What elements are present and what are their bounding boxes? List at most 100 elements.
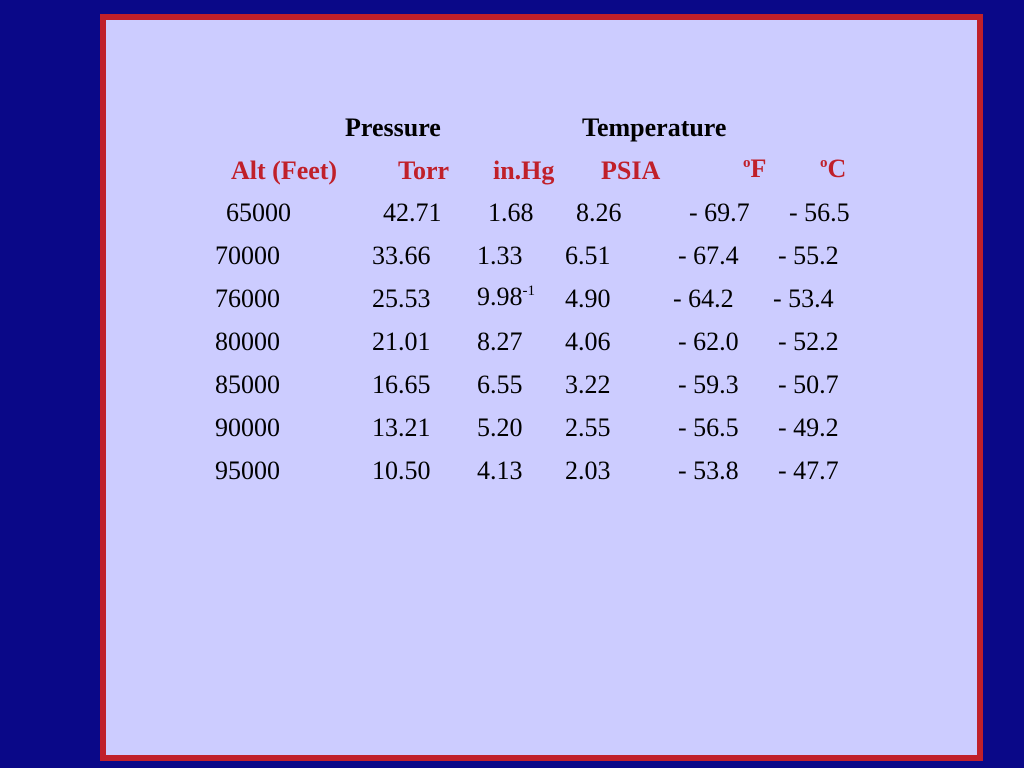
table-cell: 1.68 — [488, 198, 534, 228]
table-cell-text: 25.53 — [372, 284, 431, 313]
table-cell: - 52.2 — [778, 327, 839, 357]
table-cell: - 49.2 — [778, 413, 839, 443]
table-cell-text: - 69.7 — [689, 198, 750, 227]
table-cell: 90000 — [215, 413, 280, 443]
table-cell-text: - 67.4 — [678, 241, 739, 270]
table-cell: 76000 — [215, 284, 280, 314]
column-header-text: in.Hg — [493, 156, 555, 185]
table-cell-superscript: -1 — [522, 283, 536, 299]
table-cell-text: 2.55 — [565, 413, 611, 442]
table-cell-text: 10.50 — [372, 456, 431, 485]
table-cell: 6.55 — [477, 370, 523, 400]
table-cell: 42.71 — [383, 198, 442, 228]
table-cell: 33.66 — [372, 241, 431, 271]
table-cell: 6.51 — [565, 241, 611, 271]
table-cell: 25.53 — [372, 284, 431, 314]
table-cell: - 56.5 — [678, 413, 739, 443]
table-cell: - 50.7 — [778, 370, 839, 400]
table-cell: 16.65 — [372, 370, 431, 400]
table-cell: 65000 — [226, 198, 291, 228]
table-cell-text: 4.90 — [565, 284, 611, 313]
table-cell-text: - 55.2 — [778, 241, 839, 270]
column-header: Torr — [398, 156, 449, 186]
table-cell: 1.33 — [477, 241, 523, 271]
table-cell-text: 8.27 — [477, 327, 523, 356]
table-cell-text: - 52.2 — [778, 327, 839, 356]
table-cell: 2.03 — [565, 456, 611, 486]
table-cell: 9.98-1 — [477, 282, 535, 316]
column-header-superscript: o — [743, 155, 751, 171]
table-cell-text: 4.13 — [477, 456, 523, 485]
table-cell: 4.13 — [477, 456, 523, 486]
table-cell-text: 1.33 — [477, 241, 523, 270]
table-cell: 8.27 — [477, 327, 523, 357]
column-header-text: Alt (Feet) — [231, 156, 338, 185]
column-header: in.Hg — [493, 156, 554, 186]
table-cell-text: 2.03 — [565, 456, 611, 485]
table-cell-text: 6.51 — [565, 241, 611, 270]
table-cell: - 53.4 — [773, 284, 834, 314]
column-header: PSIA — [601, 156, 660, 186]
column-header: oF — [743, 154, 766, 188]
table-cell: 3.22 — [565, 370, 611, 400]
table-cell-text: - 59.3 — [678, 370, 739, 399]
column-header-superscript: o — [820, 155, 828, 171]
table-cell-text: 65000 — [226, 198, 291, 227]
table-cell: 13.21 — [372, 413, 431, 443]
column-header-text: C — [827, 154, 847, 183]
table-cell-text: 9.98 — [477, 282, 523, 311]
table-cell: 70000 — [215, 241, 280, 271]
table-cell-text: - 56.5 — [789, 198, 850, 227]
column-header: Alt (Feet) — [231, 156, 337, 186]
table-cell-text: 16.65 — [372, 370, 431, 399]
table-cell-text: 70000 — [215, 241, 280, 270]
table-cell: 80000 — [215, 327, 280, 357]
column-header-text: Torr — [398, 156, 450, 185]
table-cell: - 67.4 — [678, 241, 739, 271]
table-cell-text: 3.22 — [565, 370, 611, 399]
table-cell-text: - 56.5 — [678, 413, 739, 442]
table-cell-text: 8.26 — [576, 198, 622, 227]
table-cell-text: - 62.0 — [678, 327, 739, 356]
table-cell: 4.06 — [565, 327, 611, 357]
table-cell: - 69.7 — [689, 198, 750, 228]
slide — [100, 14, 983, 761]
table-cell: 4.90 — [565, 284, 611, 314]
table-cell-text: 95000 — [215, 456, 280, 485]
table-cell-text: - 49.2 — [778, 413, 839, 442]
table-cell: - 47.7 — [778, 456, 839, 486]
column-header-text: F — [750, 154, 767, 183]
table-cell: - 64.2 — [673, 284, 734, 314]
table-cell: 5.20 — [477, 413, 523, 443]
table-cell-text: 33.66 — [372, 241, 431, 270]
table-cell: 2.55 — [565, 413, 611, 443]
table-cell-text: - 53.8 — [678, 456, 739, 485]
group-header: Temperature — [582, 113, 727, 142]
table-cell-text: 1.68 — [488, 198, 534, 227]
table-cell-text: 6.55 — [477, 370, 523, 399]
table-cell: 95000 — [215, 456, 280, 486]
table-cell: - 55.2 — [778, 241, 839, 271]
table-cell-text: - 50.7 — [778, 370, 839, 399]
table-cell: - 59.3 — [678, 370, 739, 400]
table-cell-text: 85000 — [215, 370, 280, 399]
table-cell-text: - 53.4 — [773, 284, 834, 313]
table-cell-text: 13.21 — [372, 413, 431, 442]
table-cell: - 56.5 — [789, 198, 850, 228]
column-header-text: PSIA — [601, 156, 661, 185]
table-cell-text: - 47.7 — [778, 456, 839, 485]
table-cell-text: 5.20 — [477, 413, 523, 442]
table-cell-text: 76000 — [215, 284, 280, 313]
table-cell-text: 4.06 — [565, 327, 611, 356]
table-cell: 8.26 — [576, 198, 622, 228]
table-cell: 21.01 — [372, 327, 431, 357]
table-cell-text: - 64.2 — [673, 284, 734, 313]
table-cell: - 62.0 — [678, 327, 739, 357]
table-cell: - 53.8 — [678, 456, 739, 486]
table-cell-text: 42.71 — [383, 198, 442, 227]
table-cell-text: 90000 — [215, 413, 280, 442]
column-header: oC — [820, 154, 846, 188]
table-cell-text: 21.01 — [372, 327, 431, 356]
group-header: Pressure — [345, 113, 441, 142]
table-cell-text: 80000 — [215, 327, 280, 356]
